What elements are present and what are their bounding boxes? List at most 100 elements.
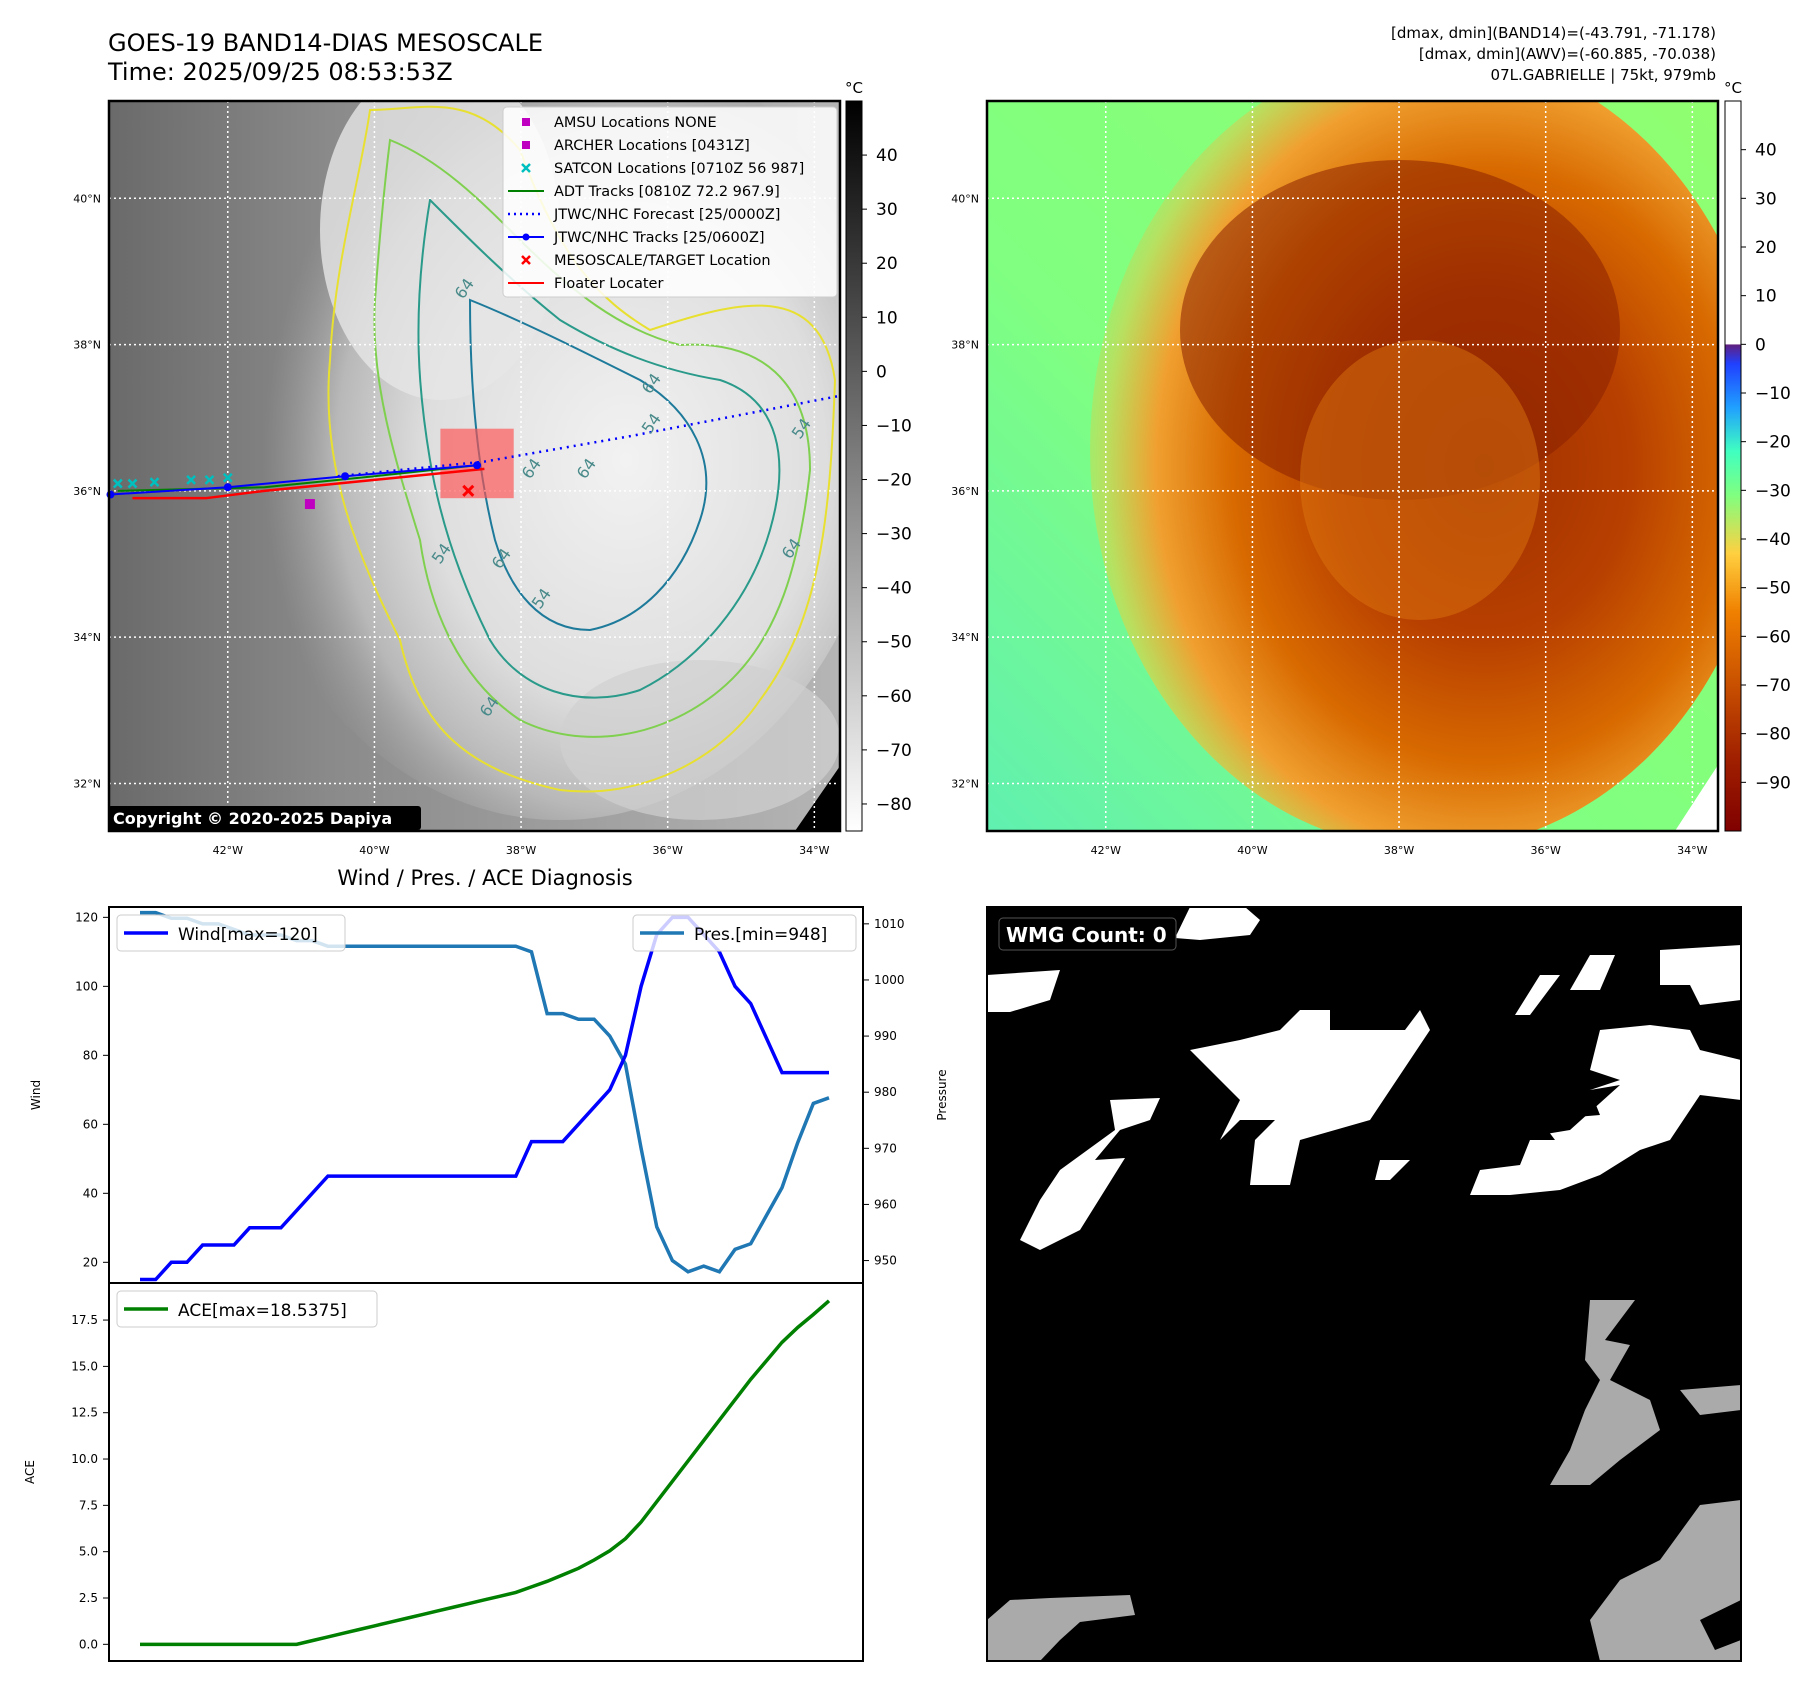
ace-axis-label: ACE: [23, 1460, 37, 1484]
awv-nodata-corner: [1675, 765, 1718, 831]
colorbar-tick-label: −40: [876, 579, 912, 599]
copyright-badge: [108, 806, 421, 830]
satcon-marker: [186, 475, 197, 485]
colorbar-tick-label: −10: [876, 416, 912, 436]
wind-tick-label: 20: [83, 1255, 98, 1269]
awv-stats: [dmax, dmin](AWV)=(-60.885, -70.038): [1419, 45, 1716, 63]
legend-box: [502, 106, 838, 298]
best-track: [110, 464, 478, 496]
ir-cloud-south: [560, 660, 840, 820]
wind-tick-label: 120: [75, 910, 98, 924]
copyright-text: Copyright © 2020-2025 Dapiya: [113, 809, 392, 828]
pressure-tick-label: 980: [874, 1085, 897, 1099]
pressure-tick-label: 960: [874, 1197, 897, 1211]
colorbar-tick-label: −50: [876, 633, 912, 653]
wind-tick-label: 100: [75, 979, 98, 993]
wind-pressure-frame: [108, 906, 864, 1284]
colorbar-tick-label: 40: [1755, 141, 1777, 161]
satcon-marker: [127, 478, 138, 489]
colorbar-tick-label: −40: [1755, 530, 1791, 550]
awv-gridlines: [987, 101, 1718, 831]
ir-nodata-corner: [795, 766, 840, 831]
legend-label: AMSU Locations NONE: [554, 115, 717, 131]
floater-track: [132, 467, 485, 500]
archer-marker: [304, 499, 315, 510]
colorbar-tick-label: −30: [1755, 481, 1791, 501]
legend-label: ADT Tracks [0810Z 72.2 967.9]: [554, 184, 780, 200]
awv-inner-ring: [1300, 340, 1540, 620]
ace-tick-label: 10.0: [71, 1452, 98, 1466]
ir-map-frame: [107, 99, 842, 833]
storm-info: 07L.GABRIELLE | 75kt, 979mb: [1491, 66, 1716, 84]
awv-lon-label: 40°W: [1237, 844, 1267, 857]
wind-tick-label: 80: [83, 1048, 98, 1062]
ace-tick-label: 5.0: [79, 1545, 98, 1559]
legend-label: JTWC/NHC Forecast [25/0000Z]: [553, 207, 780, 223]
legend-marker: [522, 141, 530, 149]
awv-lon-label: 34°W: [1677, 844, 1707, 857]
ace-series: [140, 1299, 831, 1647]
awv-lon-labels: 42°W 40°W 38°W 36°W 34°W: [1091, 844, 1708, 857]
ace-legend-label: ACE[max=18.5375]: [178, 1301, 347, 1321]
satcon-marker: [204, 475, 215, 485]
pressure-tick-label: 950: [874, 1254, 897, 1268]
awv-lon-label: 42°W: [1091, 844, 1121, 857]
colorbar-tick-label: −80: [1755, 725, 1791, 745]
figure-title: GOES-19 BAND14-DIAS MESOSCALE: [108, 29, 543, 57]
legend-marker: [521, 255, 531, 265]
pressure-tick-label: 1010: [874, 917, 905, 931]
pressure-legend: Pres.[min=948]: [632, 914, 857, 952]
colorbar-tick-label: −10: [1755, 384, 1791, 404]
legend-label: ARCHER Locations [0431Z]: [554, 138, 750, 154]
ace-tick-label: 17.5: [71, 1313, 98, 1327]
wmg-background: [987, 907, 1741, 1661]
wmg-count-label: WMG Count: 0: [1006, 923, 1167, 947]
awv-dry-core: [1180, 160, 1620, 500]
ace-frame: [108, 1282, 864, 1662]
ace-y-ticks: 0.0 2.5 5.0 7.5 10.0 12.5 15.0 17.5: [71, 1313, 109, 1651]
colorbar-tick-label: 0: [1755, 335, 1766, 355]
legend-label: Floater Locater: [554, 276, 663, 292]
wmg-frame: [986, 906, 1742, 1662]
diagnosis-title: Wind / Pres. / ACE Diagnosis: [337, 866, 632, 890]
satcon-marker: [149, 477, 160, 487]
wind-axis-label: Wind: [29, 1080, 43, 1110]
colorbar-tick-label: −20: [1755, 433, 1791, 453]
best-track-point: [341, 472, 350, 481]
awv-colorbar-ticks: 40 30 20 10 0 −10 −20 −30 −40 −50 −60 −70 −80 −90: [1741, 141, 1791, 793]
legend-label: JTWC/NHC Tracks [25/0600Z]: [553, 230, 765, 246]
satcon-marker: [222, 472, 233, 483]
wmg-shapes: [987, 907, 1741, 1661]
colorbar-tick-label: 10: [876, 308, 898, 328]
colorbar-tick-label: 30: [876, 200, 898, 220]
ir-colorbar-unit: °C: [845, 79, 863, 97]
wind-legend-label: Wind[max=120]: [178, 925, 318, 945]
awv-lon-label: 36°W: [1531, 844, 1561, 857]
ir-lat-label: 40°N: [73, 192, 101, 205]
awv-lat-label: 34°N: [951, 631, 979, 644]
ir-lon-label: 42°W: [213, 844, 243, 857]
awv-lat-label: 38°N: [951, 339, 979, 352]
colorbar-tick-label: −60: [876, 687, 912, 707]
wmg-count-badge: [998, 917, 1177, 951]
ir-lat-label: 38°N: [73, 339, 101, 352]
contour-green: [373, 138, 812, 738]
ir-legend: AMSU Locations NONE ARCHER Locations [043…: [502, 106, 838, 298]
colorbar-tick-label: −70: [876, 741, 912, 761]
awv-colorbar-unit: °C: [1724, 79, 1742, 97]
colorbar-tick-label: 10: [1755, 287, 1777, 307]
wind-pressure-chart: 20 40 60 80 100 120 950 960 970 980 990 1000 1010 W…: [29, 906, 949, 1284]
colorbar-tick-label: 40: [876, 146, 898, 166]
awv-lat-labels: 40°N 38°N 36°N 34°N 32°N: [951, 192, 979, 790]
satcon-marker: [112, 478, 123, 489]
ir-colorbar-ticks: 40 30 20 10 0 −10 −20 −30 −40 −50 −60 −70 −80: [862, 146, 912, 815]
colorbar-tick-label: −50: [1755, 579, 1791, 599]
ir-lat-label: 32°N: [73, 777, 101, 790]
ace-tick-label: 15.0: [71, 1359, 98, 1373]
colorbar-tick-label: 20: [1755, 238, 1777, 258]
legend-label: SATCON Locations [0710Z 56 987]: [554, 161, 804, 177]
awv-map-frame: [985, 99, 1720, 833]
colorbar-tick-label: −70: [1755, 676, 1791, 696]
ir-tracks: [106, 394, 841, 510]
